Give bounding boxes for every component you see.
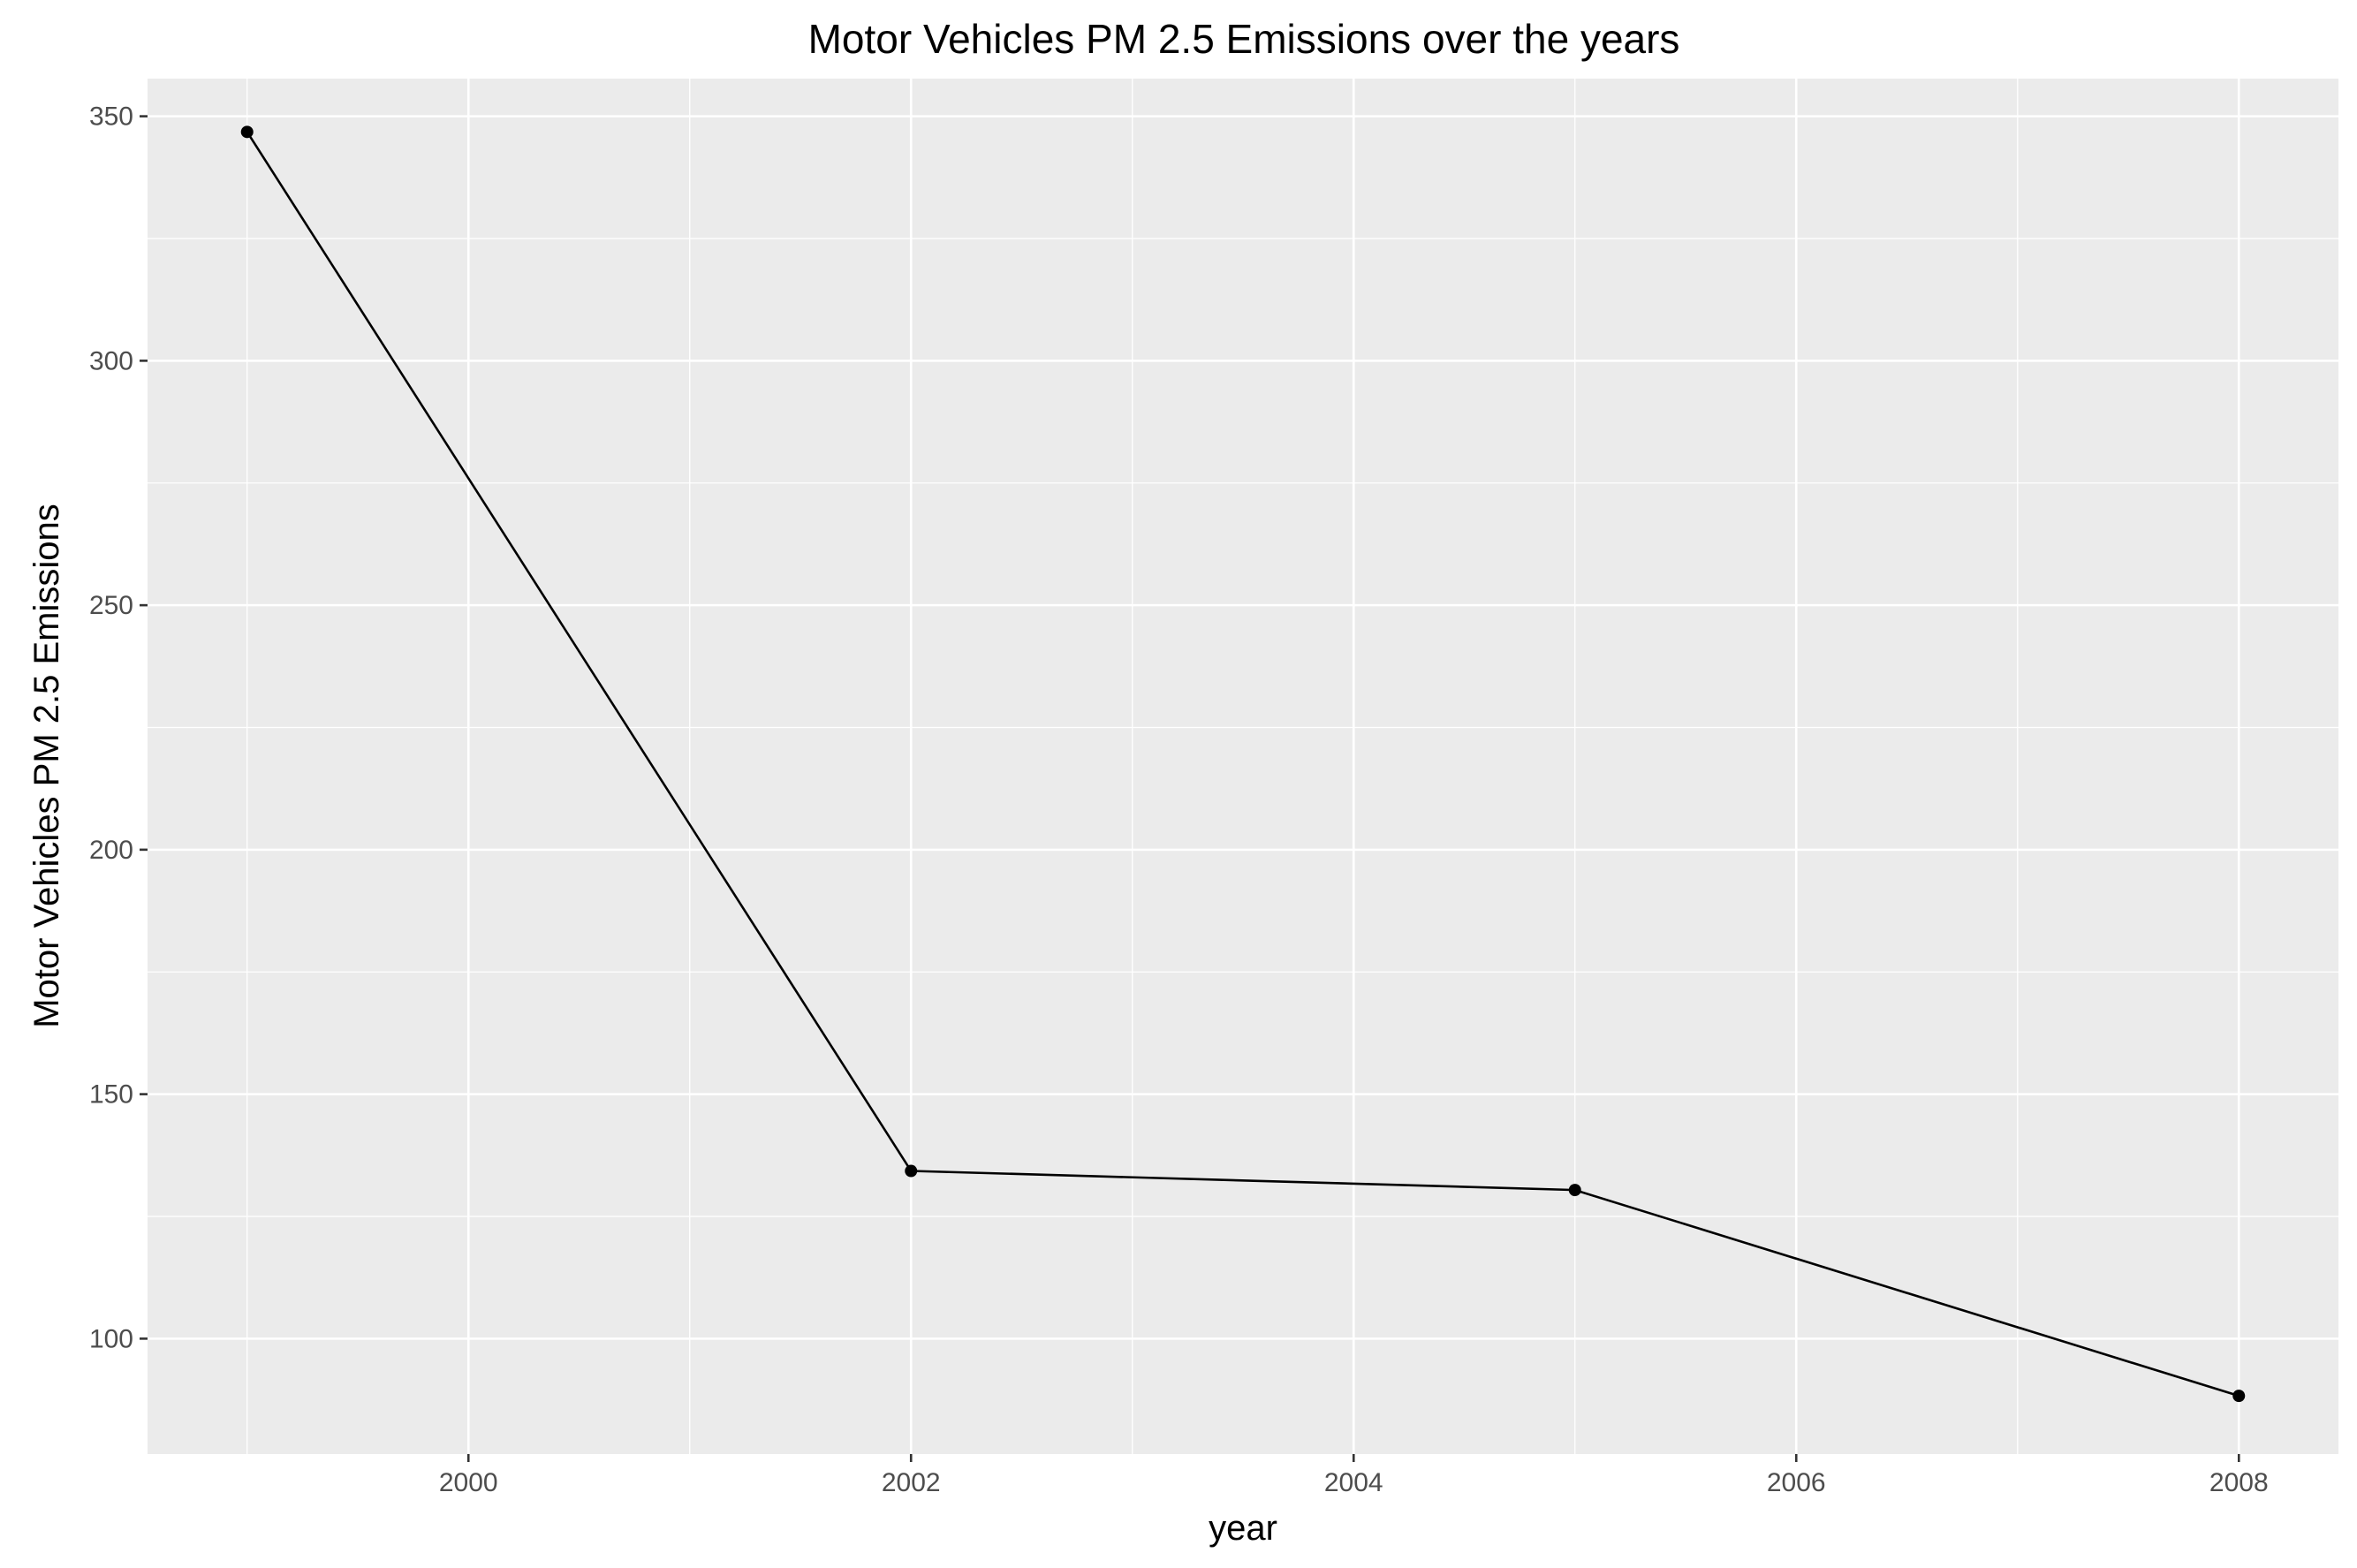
data-point	[240, 125, 254, 139]
series-layer	[240, 125, 2246, 1403]
x-tick-label: 2004	[1324, 1468, 1383, 1497]
y-axis-title: Motor Vehicles PM 2.5 Emissions	[27, 504, 66, 1028]
series-line	[246, 131, 2240, 1398]
y-tick-label: 300	[89, 346, 133, 375]
y-tick-label: 150	[89, 1080, 133, 1110]
x-tick-label: 2006	[1767, 1468, 1826, 1497]
axis-tick-labels: 2000 2002 2004 2006 2008 100 150 200 250 300 350	[89, 102, 2269, 1497]
minor-gridlines	[148, 79, 2338, 1454]
y-tick-label: 200	[89, 836, 133, 865]
data-point	[1568, 1184, 1581, 1197]
y-tick-label: 350	[89, 102, 133, 132]
y-tick-label: 100	[89, 1324, 133, 1353]
data-point	[905, 1164, 918, 1178]
plot-panel	[148, 79, 2338, 1454]
y-tick-label: 250	[89, 591, 133, 620]
data-point	[2232, 1390, 2246, 1403]
x-tick-label: 2002	[882, 1468, 941, 1497]
x-tick-label: 2000	[439, 1468, 498, 1497]
chart-title: Motor Vehicles PM 2.5 Emissions over the…	[808, 16, 1680, 62]
x-axis-title: year	[1209, 1509, 1277, 1548]
x-tick-label: 2008	[2209, 1468, 2269, 1497]
axis-ticks	[140, 115, 2240, 1462]
major-gridlines	[148, 79, 2338, 1454]
